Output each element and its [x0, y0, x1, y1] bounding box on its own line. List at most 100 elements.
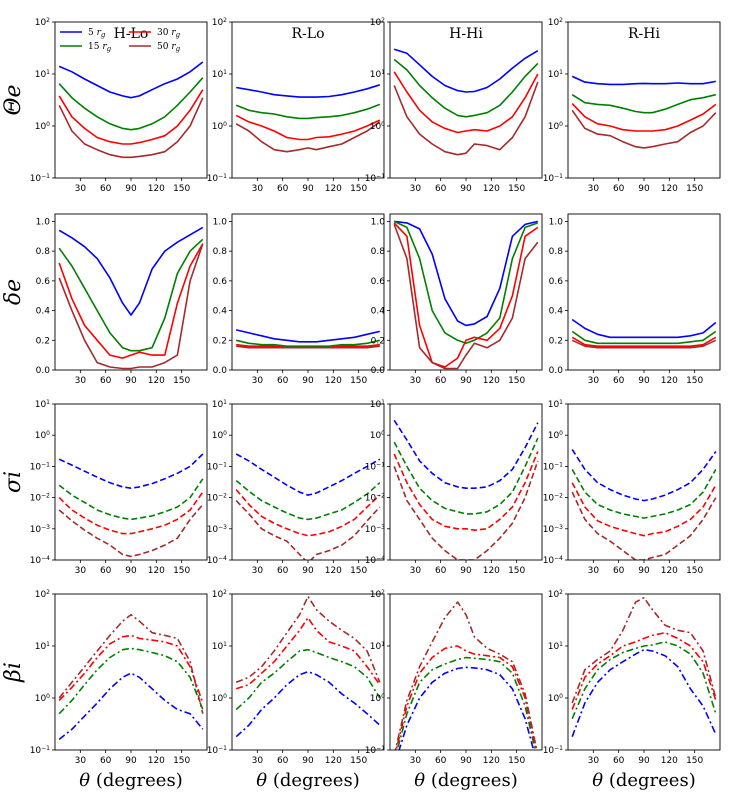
x-axis-label: θ (degrees) — [256, 770, 359, 791]
y-tick-label: 100 — [548, 430, 563, 442]
x-tick-label: 120 — [483, 756, 500, 766]
series-line — [235, 103, 381, 120]
x-tick-label: 120 — [148, 566, 165, 576]
x-tick-label: 120 — [483, 566, 500, 576]
y-tick-label: 1.0 — [36, 217, 51, 227]
x-tick-label: 120 — [483, 184, 500, 194]
series-line — [236, 329, 380, 343]
x-tick-label: 150 — [686, 566, 703, 576]
series-line — [393, 460, 539, 560]
y-tick-label: 10−1 — [543, 173, 563, 185]
y-tick-label: 102 — [548, 589, 563, 601]
series-line — [58, 238, 204, 352]
x-tick-label: 150 — [173, 566, 190, 576]
x-tick-label: 90 — [125, 376, 137, 386]
y-tick-label: 0.2 — [549, 336, 563, 346]
series-line — [235, 453, 381, 496]
series-line — [58, 226, 204, 316]
y-tick-label: 10−1 — [30, 461, 50, 473]
x-tick-label: 30 — [588, 566, 600, 576]
series-line — [235, 648, 381, 711]
x-tick-label: 30 — [410, 376, 422, 386]
y-tick-label: 10−1 — [30, 745, 50, 757]
x-tick-label: 60 — [277, 756, 289, 766]
x-tick-label: 150 — [173, 756, 190, 766]
legend-label: 15 rg — [88, 42, 112, 53]
x-tick-label: 90 — [460, 756, 472, 766]
series-line — [393, 222, 539, 368]
y-tick-label: 0.4 — [549, 307, 564, 317]
series-line — [393, 224, 539, 370]
y-tick-label: 10−2 — [30, 492, 50, 504]
subplot: 30 60 90 120 150 10−1 100 101 102 θ (degrees) — [30, 589, 208, 791]
x-tick-label: 150 — [686, 184, 703, 194]
plot-frame — [54, 593, 208, 751]
series-line — [393, 220, 539, 345]
y-tick-label: 101 — [212, 69, 227, 81]
x-tick-label: 30 — [252, 376, 264, 386]
x-tick-label: 150 — [686, 376, 703, 386]
plot-frame — [54, 21, 208, 179]
series-line — [571, 75, 716, 86]
x-tick-label: 60 — [435, 184, 447, 194]
series-line — [58, 243, 204, 370]
x-tick-label: 150 — [350, 184, 367, 194]
x-tick-label: 30 — [252, 184, 264, 194]
y-tick-label: 0.0 — [549, 366, 564, 376]
y-tick-label: 10−3 — [207, 523, 227, 535]
y-tick-label: 0.6 — [36, 277, 51, 287]
x-tick-label: 150 — [350, 566, 367, 576]
y-tick-label: 1.0 — [371, 217, 386, 227]
x-axis-label: θ (degrees) — [414, 770, 517, 791]
plot-frame — [389, 403, 543, 561]
series-line — [571, 631, 717, 710]
y-tick-label: 10−3 — [365, 523, 385, 535]
x-tick-label: 150 — [350, 756, 367, 766]
series-line — [58, 634, 204, 704]
subplot: 30 60 90 120 150 0.0 0.2 0.4 0.6 0.8 1.0 — [36, 213, 208, 386]
x-tick-label: 150 — [508, 756, 525, 766]
plot-frame — [567, 593, 721, 751]
subplot: 30 60 90 120 150 0.0 0.2 0.4 0.6 0.8 1.0 — [213, 213, 385, 386]
series-line — [235, 500, 381, 560]
x-tick-label: 120 — [325, 376, 342, 386]
plot-frame — [389, 21, 543, 179]
y-tick-label: 101 — [35, 69, 50, 81]
series-line — [396, 656, 536, 750]
series-line — [58, 89, 204, 145]
y-tick-label: 10−1 — [543, 461, 563, 473]
x-tick-label: 60 — [100, 566, 112, 576]
series-line — [236, 339, 380, 347]
plot-frame — [231, 213, 385, 371]
y-tick-label: 102 — [370, 589, 385, 601]
x-tick-label: 150 — [508, 566, 525, 576]
series-line — [235, 121, 381, 153]
y-tick-label: 10−1 — [30, 173, 50, 185]
y-tick-label: 101 — [370, 69, 385, 81]
x-tick-label: 90 — [125, 756, 137, 766]
y-tick-label: 102 — [35, 589, 50, 601]
x-tick-label: 30 — [75, 566, 87, 576]
y-tick-label: 100 — [35, 693, 50, 705]
x-tick-label: 60 — [277, 184, 289, 194]
series-line — [235, 114, 381, 141]
x-tick-label: 60 — [277, 566, 289, 576]
x-tick-label: 150 — [173, 184, 190, 194]
y-tick-label: 0.8 — [213, 247, 228, 257]
series-line — [58, 77, 204, 131]
y-tick-label: 100 — [370, 430, 385, 442]
series-line — [571, 330, 717, 345]
plot-frame — [567, 213, 721, 371]
series-line — [571, 482, 717, 537]
series-line — [58, 503, 204, 558]
x-tick-label: 120 — [325, 566, 342, 576]
x-tick-label: 120 — [148, 184, 165, 194]
series-line — [394, 220, 538, 327]
plot-frame — [54, 213, 208, 371]
series-line — [571, 448, 717, 502]
y-tick-label: 0.2 — [36, 336, 50, 346]
y-tick-label: 100 — [370, 693, 385, 705]
y-tick-label: 0.8 — [371, 247, 386, 257]
